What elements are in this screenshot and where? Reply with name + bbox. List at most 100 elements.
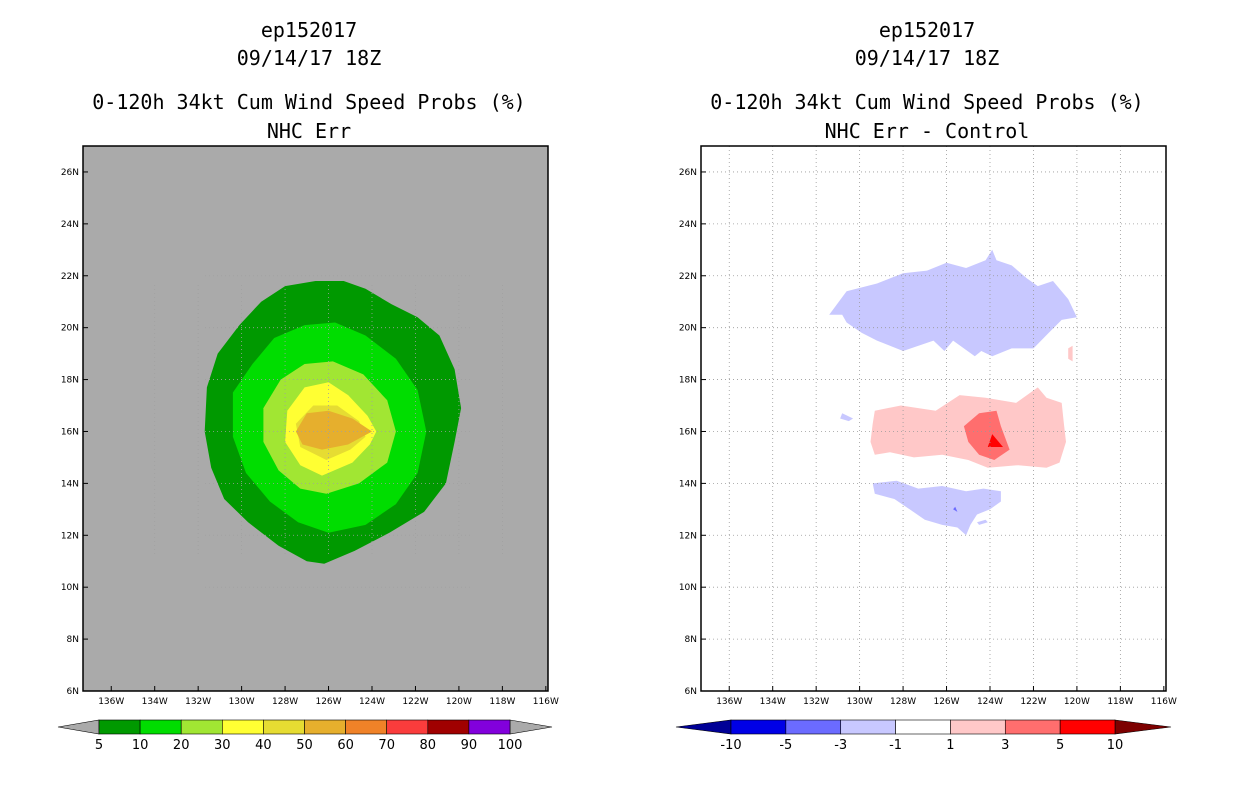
x-tick-label: 130W xyxy=(229,697,255,707)
x-tick-label: 118W xyxy=(1107,697,1133,707)
colorbar-swatch xyxy=(730,719,787,735)
chart-title: 0-120h 34kt Cum Wind Speed Probs (%) xyxy=(92,90,526,114)
y-tick-label: 12N xyxy=(679,531,697,541)
colorbar-swatch xyxy=(263,719,305,735)
x-tick-label: 132W xyxy=(803,697,829,707)
colorbar-swatch xyxy=(386,719,429,735)
y-tick-label: 10N xyxy=(61,583,79,593)
x-tick-label: 122W xyxy=(402,697,428,707)
colorbar-label: -10 xyxy=(720,738,741,753)
y-tick-label: 20N xyxy=(679,324,697,334)
colorbar-label: 80 xyxy=(420,738,437,753)
colorbar-label: 70 xyxy=(378,738,395,753)
colorbar-label: 60 xyxy=(337,738,354,753)
contour-region-1 xyxy=(829,249,1077,357)
y-tick-label: 6N xyxy=(67,687,79,697)
x-tick-label: 128W xyxy=(272,697,298,707)
colorbar-label: 10 xyxy=(1107,738,1124,753)
colorbar-label: 20 xyxy=(173,738,190,753)
datetime: 09/14/17 18Z xyxy=(854,46,1000,70)
colorbar-swatch xyxy=(785,719,842,735)
chart-subtitle: NHC Err xyxy=(266,119,352,143)
colorbar-swatch xyxy=(895,719,951,735)
colorbar-label: -3 xyxy=(834,738,847,753)
contour-region-4 xyxy=(840,413,854,422)
y-tick-label: 16N xyxy=(61,427,79,437)
colorbar-swatch xyxy=(427,719,470,735)
colorbar: -10 -5 -3 -1 1 3 5 10 xyxy=(675,719,1172,753)
contour-region-9 xyxy=(987,434,1003,447)
x-tick-label: 126W xyxy=(933,697,959,707)
contour-region-6 xyxy=(295,410,372,450)
contour-region-5 xyxy=(953,506,958,512)
y-tick-label: 24N xyxy=(61,220,79,230)
colorbar-swatch xyxy=(222,719,264,735)
y-tick-label: 20N xyxy=(61,324,79,334)
chart-title: 0-120h 34kt Cum Wind Speed Probs (%) xyxy=(710,90,1144,114)
y-tick-label: 14N xyxy=(679,479,697,489)
map-plot: 136W 134W 132W 130W 128W 126W 124W 122W 120W 118W… xyxy=(61,145,559,707)
colorbar-label: 50 xyxy=(296,738,313,753)
x-tick-label: 116W xyxy=(1151,697,1177,707)
colorbar-label: 5 xyxy=(95,738,103,753)
x-tick-label: 124W xyxy=(359,697,385,707)
colorbar-label: -1 xyxy=(889,738,902,753)
colorbar-under-arrow xyxy=(57,719,100,735)
x-tick-label: 124W xyxy=(977,697,1003,707)
y-tick-label: 14N xyxy=(61,479,79,489)
y-tick-label: 24N xyxy=(679,220,697,230)
colorbar-swatch xyxy=(840,719,896,735)
x-tick-label: 118W xyxy=(489,697,515,707)
colorbar-label: 40 xyxy=(255,738,272,753)
left-panel: ep152017 09/14/17 18Z 0-120h 34kt Cum Wi… xyxy=(57,18,559,753)
colorbar-label: 100 xyxy=(498,738,523,753)
chart-subtitle: NHC Err - Control xyxy=(824,119,1030,143)
x-tick-label: 120W xyxy=(446,697,472,707)
colorbar-label: 30 xyxy=(214,738,231,753)
colorbar-label: 90 xyxy=(461,738,478,753)
x-tick-label: 116W xyxy=(533,697,559,707)
colorbar-swatch xyxy=(468,719,511,735)
right-panel: ep152017 09/14/17 18Z 0-120h 34kt Cum Wi… xyxy=(618,0,1236,800)
x-tick-label: 128W xyxy=(890,697,916,707)
colorbar-swatch xyxy=(304,719,346,735)
x-tick-label: 134W xyxy=(760,697,786,707)
plot-frame xyxy=(700,145,1167,692)
colorbar-swatch xyxy=(950,719,1006,735)
plot-frame xyxy=(82,145,549,692)
colorbar-swatch xyxy=(1059,719,1116,735)
y-tick-label: 8N xyxy=(67,635,79,645)
colorbar-label: 3 xyxy=(1001,738,1009,753)
colorbar-label: 10 xyxy=(132,738,149,753)
datetime: 09/14/17 18Z xyxy=(236,46,382,70)
x-tick-label: 136W xyxy=(98,697,124,707)
x-tick-label: 136W xyxy=(716,697,742,707)
y-tick-label: 26N xyxy=(61,168,79,178)
y-tick-label: 26N xyxy=(679,168,697,178)
storm-id: ep152017 xyxy=(260,18,358,42)
y-tick-label: 18N xyxy=(679,376,697,386)
colorbar-swatch xyxy=(180,719,223,735)
y-tick-label: 22N xyxy=(679,272,697,282)
colorbar-label: 1 xyxy=(946,738,954,753)
storm-id: ep152017 xyxy=(878,18,976,42)
contour-region-2 xyxy=(872,480,1001,536)
x-tick-label: 122W xyxy=(1020,697,1046,707)
contour-region-3 xyxy=(977,519,988,525)
y-tick-label: 8N xyxy=(685,635,697,645)
colorbar-label: 5 xyxy=(1056,738,1064,753)
colorbar-under-arrow xyxy=(675,719,732,735)
y-tick-label: 18N xyxy=(61,376,79,386)
x-tick-label: 120W xyxy=(1064,697,1090,707)
y-tick-label: 22N xyxy=(61,272,79,282)
x-tick-label: 132W xyxy=(185,697,211,707)
contour-region-7 xyxy=(1068,345,1073,362)
y-tick-label: 6N xyxy=(685,687,697,697)
x-tick-label: 134W xyxy=(142,697,168,707)
x-tick-label: 130W xyxy=(847,697,873,707)
y-tick-label: 12N xyxy=(61,531,79,541)
colorbar-over-arrow xyxy=(509,719,553,735)
x-tick-label: 126W xyxy=(315,697,341,707)
colorbar-swatch xyxy=(98,719,141,735)
colorbar-over-arrow xyxy=(1114,719,1172,735)
